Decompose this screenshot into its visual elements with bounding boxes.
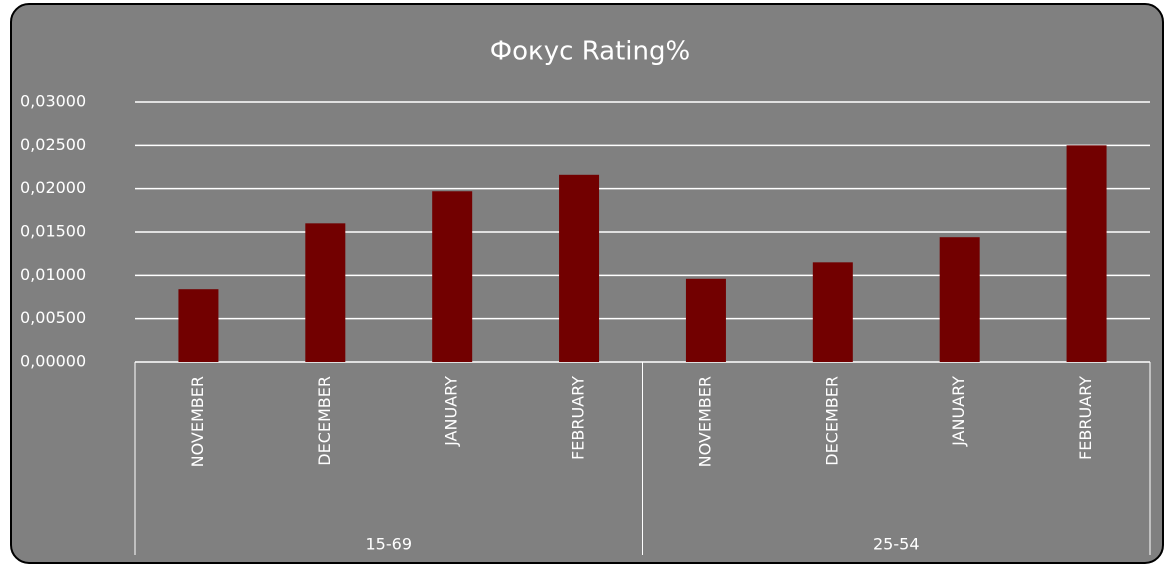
y-tick-label: 0,01500 xyxy=(20,222,86,241)
group-label: 15-69 xyxy=(366,535,413,554)
y-tick-label: 0,00000 xyxy=(20,352,86,371)
x-tick-label: DECEMBER xyxy=(315,376,334,466)
bar xyxy=(559,174,600,362)
y-tick-label: 0,01000 xyxy=(20,265,86,284)
y-tick-label: 0,03000 xyxy=(20,92,86,111)
bar xyxy=(305,223,346,362)
x-tick-label: NOVEMBER xyxy=(188,376,207,467)
bar xyxy=(939,237,980,362)
y-tick-label: 0,00500 xyxy=(20,308,86,327)
x-tick-label: DECEMBER xyxy=(822,376,841,466)
x-tick-label: JANUARY xyxy=(442,376,461,447)
x-tick-label: FEBRUARY xyxy=(569,376,588,460)
bar xyxy=(432,191,473,362)
bar xyxy=(178,289,219,362)
y-tick-label: 0,02500 xyxy=(20,135,86,154)
x-tick-label: JANUARY xyxy=(949,376,968,447)
bar xyxy=(812,262,853,362)
x-tick-label: FEBRUARY xyxy=(1076,376,1095,460)
x-tick-label: NOVEMBER xyxy=(695,376,714,467)
y-tick-label: 0,02000 xyxy=(20,178,86,197)
group-label: 25-54 xyxy=(873,535,920,554)
bar xyxy=(685,278,726,362)
chart-title: Фокус Rating% xyxy=(490,37,690,67)
bar xyxy=(1066,145,1107,362)
